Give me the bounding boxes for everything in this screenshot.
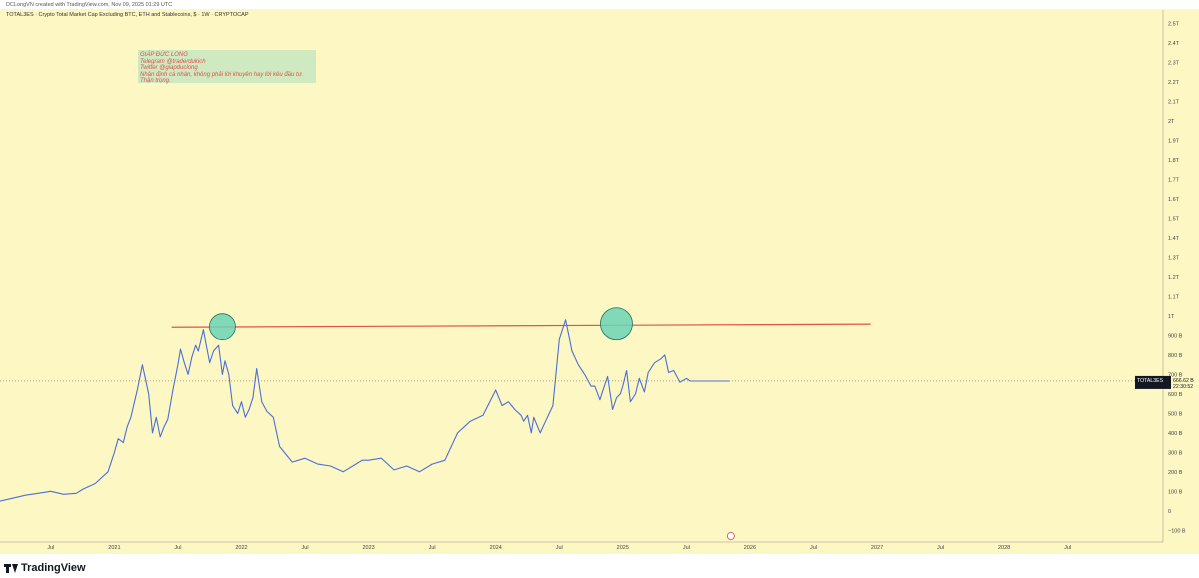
- x-tick-label: Jul: [174, 545, 181, 551]
- y-tick-label: −100 B: [1168, 528, 1186, 534]
- x-tick-label: Jul: [429, 545, 436, 551]
- x-tick-label: 2026: [744, 545, 756, 551]
- x-tick-label: 2022: [235, 545, 247, 551]
- brand-text: TradingView: [21, 562, 86, 574]
- y-tick-label: 2.2T: [1168, 80, 1180, 86]
- y-tick-label: 1.8T: [1168, 158, 1180, 164]
- price-tag-countdown: 22:30:52: [1173, 384, 1193, 390]
- y-tick-label: 1.5T: [1168, 217, 1180, 223]
- y-tick-label: 800 B: [1168, 353, 1183, 359]
- annotation-note[interactable]: GIÁP ĐỨC LONG Telegram @traderdukich Twi…: [138, 50, 316, 84]
- price-series-line[interactable]: [0, 319, 730, 502]
- x-tick-label: Jul: [810, 545, 817, 551]
- y-tick-label: 2.3T: [1168, 61, 1180, 67]
- x-tick-label: 2025: [617, 545, 629, 551]
- y-tick-label: 700 B: [1168, 372, 1183, 378]
- y-tick-label: 500 B: [1168, 411, 1183, 417]
- y-tick-label: 300 B: [1168, 450, 1183, 456]
- note-line-twitter: Twitter @giapduclong: [140, 65, 198, 71]
- y-tick-label: 1T: [1168, 314, 1175, 320]
- price-tag-box: [1135, 375, 1171, 389]
- x-tick-label: Jul: [302, 545, 309, 551]
- y-tick-label: 1.2T: [1168, 275, 1180, 281]
- y-tick-label: 1.6T: [1168, 197, 1180, 203]
- x-tick-label: 2023: [362, 545, 374, 551]
- x-tick-label: 2021: [108, 545, 120, 551]
- highlight-circle[interactable]: [600, 307, 633, 341]
- y-tick-label: 0: [1168, 509, 1171, 515]
- y-tick-label: 600 B: [1168, 392, 1183, 398]
- footer: TradingView: [0, 556, 1199, 578]
- y-tick-label: 2T: [1168, 119, 1175, 125]
- symbol-description: TOTAL3ES · Crypto Total Market Cap Exclu…: [6, 12, 249, 18]
- y-tick-label: 1.1T: [1168, 294, 1180, 300]
- note-line-telegram: Telegram @traderdukich: [140, 58, 206, 65]
- tradingview-logo[interactable]: TradingView: [4, 562, 86, 574]
- price-tag-value: 666.62 B: [1173, 378, 1194, 384]
- y-tick-label: 2.1T: [1168, 100, 1180, 106]
- price-tag-symbol: TOTAL3ES: [1137, 378, 1164, 384]
- chart-area[interactable]: [0, 9, 1199, 554]
- credit-text: DCLongVN created with TradingView.com, N…: [6, 2, 173, 8]
- y-tick-label: 900 B: [1168, 333, 1183, 339]
- x-tick-label: Jul: [1064, 545, 1071, 551]
- y-tick-label: 2.5T: [1168, 22, 1180, 28]
- tradingview-logo-icon: [4, 563, 18, 573]
- y-tick-label: 1.3T: [1168, 255, 1180, 261]
- x-tick-label: Jul: [937, 545, 944, 551]
- note-line-name: GIÁP ĐỨC LONG: [140, 52, 188, 58]
- y-tick-label: 400 B: [1168, 431, 1183, 437]
- x-tick-label: 2027: [871, 545, 883, 551]
- note-line-caution: Thận trọng.: [140, 78, 171, 84]
- y-tick-label: 100 B: [1168, 489, 1183, 495]
- x-tick-label: Jul: [556, 545, 563, 551]
- resistance-line[interactable]: [171, 323, 871, 328]
- x-tick-label: Jul: [47, 545, 54, 551]
- note-line-disclaimer: Nhận định cá nhân, không phải lời khuyên…: [140, 71, 304, 78]
- x-tick-label: Jul: [683, 545, 690, 551]
- highlight-circle[interactable]: [209, 313, 236, 341]
- x-tick-label: 2024: [490, 545, 502, 551]
- x-tick-label: 2028: [998, 545, 1010, 551]
- price-chart[interactable]: −100 B 0 100 B 200 B 300 B 400 B 500 B 600 B 700…: [0, 0, 1199, 556]
- y-tick-label: 2.4T: [1168, 41, 1180, 47]
- y-tick-label: 200 B: [1168, 470, 1183, 476]
- y-tick-label: 1.4T: [1168, 236, 1180, 242]
- event-flag-icon[interactable]: [726, 532, 735, 540]
- y-tick-label: 1.9T: [1168, 139, 1180, 145]
- y-tick-label: 1.7T: [1168, 178, 1180, 184]
